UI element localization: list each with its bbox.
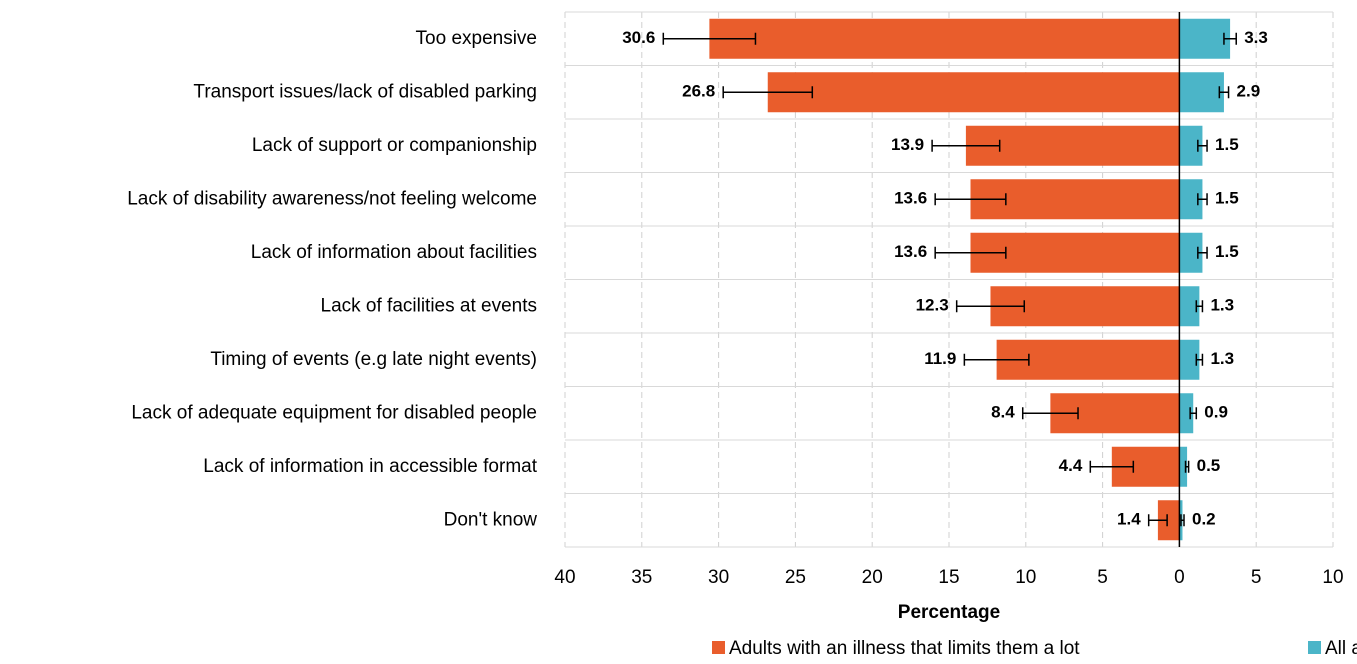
data-label: 0.2 (1192, 510, 1216, 529)
data-label: 8.4 (991, 403, 1015, 422)
y-tick-label: Lack of facilities at events (321, 295, 538, 316)
y-tick-label: Lack of support or companionship (252, 135, 537, 156)
bar (1179, 339, 1200, 380)
data-label: 11.9 (924, 349, 956, 368)
y-tick-label: Don't know (444, 509, 538, 530)
error-bar (662, 32, 757, 45)
x-tick-label: 10 (1015, 567, 1036, 588)
bar (1179, 286, 1200, 327)
error-bar (1180, 514, 1185, 527)
data-label: 1.5 (1215, 135, 1239, 154)
y-tick-label: Transport issues/lack of disabled parkin… (193, 81, 537, 102)
error-bar (1147, 514, 1168, 527)
data-label: 0.9 (1204, 403, 1228, 422)
x-tick-label: 10 (1322, 567, 1343, 588)
x-tick-label: 15 (938, 567, 959, 588)
error-bar (1197, 246, 1208, 259)
data-label: 3.3 (1244, 28, 1268, 47)
error-bar (955, 300, 1026, 313)
x-tick-label: 40 (554, 567, 575, 588)
bar (1157, 500, 1180, 541)
y-tick-label: Lack of adequate equipment for disabled … (131, 402, 537, 423)
error-bar (1197, 193, 1208, 206)
x-axis-title: Percentage (898, 602, 1000, 623)
bar (965, 125, 1180, 166)
legend-label: All adults (1325, 638, 1357, 659)
bar (1179, 393, 1194, 434)
legend-label: Adults with an illness that limits them … (729, 638, 1080, 659)
legend-swatch (1308, 641, 1321, 654)
data-label: 1.5 (1215, 189, 1239, 208)
error-bar (963, 353, 1030, 366)
error-bar (1089, 460, 1135, 473)
x-tick-label: 20 (862, 567, 883, 588)
bar (1179, 179, 1203, 220)
data-label: 30.6 (622, 28, 655, 47)
error-bar (1189, 407, 1198, 420)
bar (709, 18, 1180, 59)
y-tick-label: Too expensive (416, 28, 537, 49)
error-bar (934, 193, 1007, 206)
data-label: 1.3 (1210, 349, 1234, 368)
y-tick-label: Lack of information about facilities (251, 242, 537, 263)
data-label: 1.3 (1210, 296, 1234, 315)
error-bar (934, 246, 1007, 259)
y-tick-label: Timing of events (e.g late night events) (210, 349, 537, 370)
error-bar (1184, 460, 1190, 473)
error-bar (1223, 32, 1237, 45)
bar (1179, 125, 1203, 166)
y-tick-label: Lack of disability awareness/not feeling… (127, 188, 537, 209)
data-label: 2.9 (1237, 82, 1261, 101)
data-label: 0.5 (1197, 456, 1221, 475)
error-bar (1218, 86, 1230, 99)
error-bar (722, 86, 814, 99)
y-tick-label: Lack of information in accessible format (203, 456, 537, 477)
bar (1179, 446, 1188, 487)
bar (1179, 72, 1224, 113)
data-label: 4.4 (1059, 456, 1083, 475)
error-bar (1021, 407, 1079, 420)
x-tick-label: 0 (1174, 567, 1185, 588)
data-label: 26.8 (682, 82, 715, 101)
data-label: 1.5 (1215, 242, 1239, 261)
x-tick-label: 30 (708, 567, 729, 588)
error-bar (1195, 300, 1204, 313)
legend-swatch (712, 641, 725, 654)
error-bar (1197, 139, 1208, 152)
bar (1179, 232, 1203, 273)
data-label: 13.6 (894, 189, 927, 208)
data-label: 13.9 (891, 135, 924, 154)
error-bar (931, 139, 1001, 152)
x-tick-label: 5 (1097, 567, 1108, 588)
data-label: 13.6 (894, 242, 927, 261)
data-label: 12.3 (916, 296, 949, 315)
x-tick-label: 5 (1251, 567, 1262, 588)
x-tick-label: 35 (631, 567, 652, 588)
bar (767, 72, 1180, 113)
x-tick-label: 25 (785, 567, 806, 588)
error-bar (1195, 353, 1204, 366)
bar (1179, 18, 1231, 59)
data-label: 1.4 (1117, 510, 1141, 529)
